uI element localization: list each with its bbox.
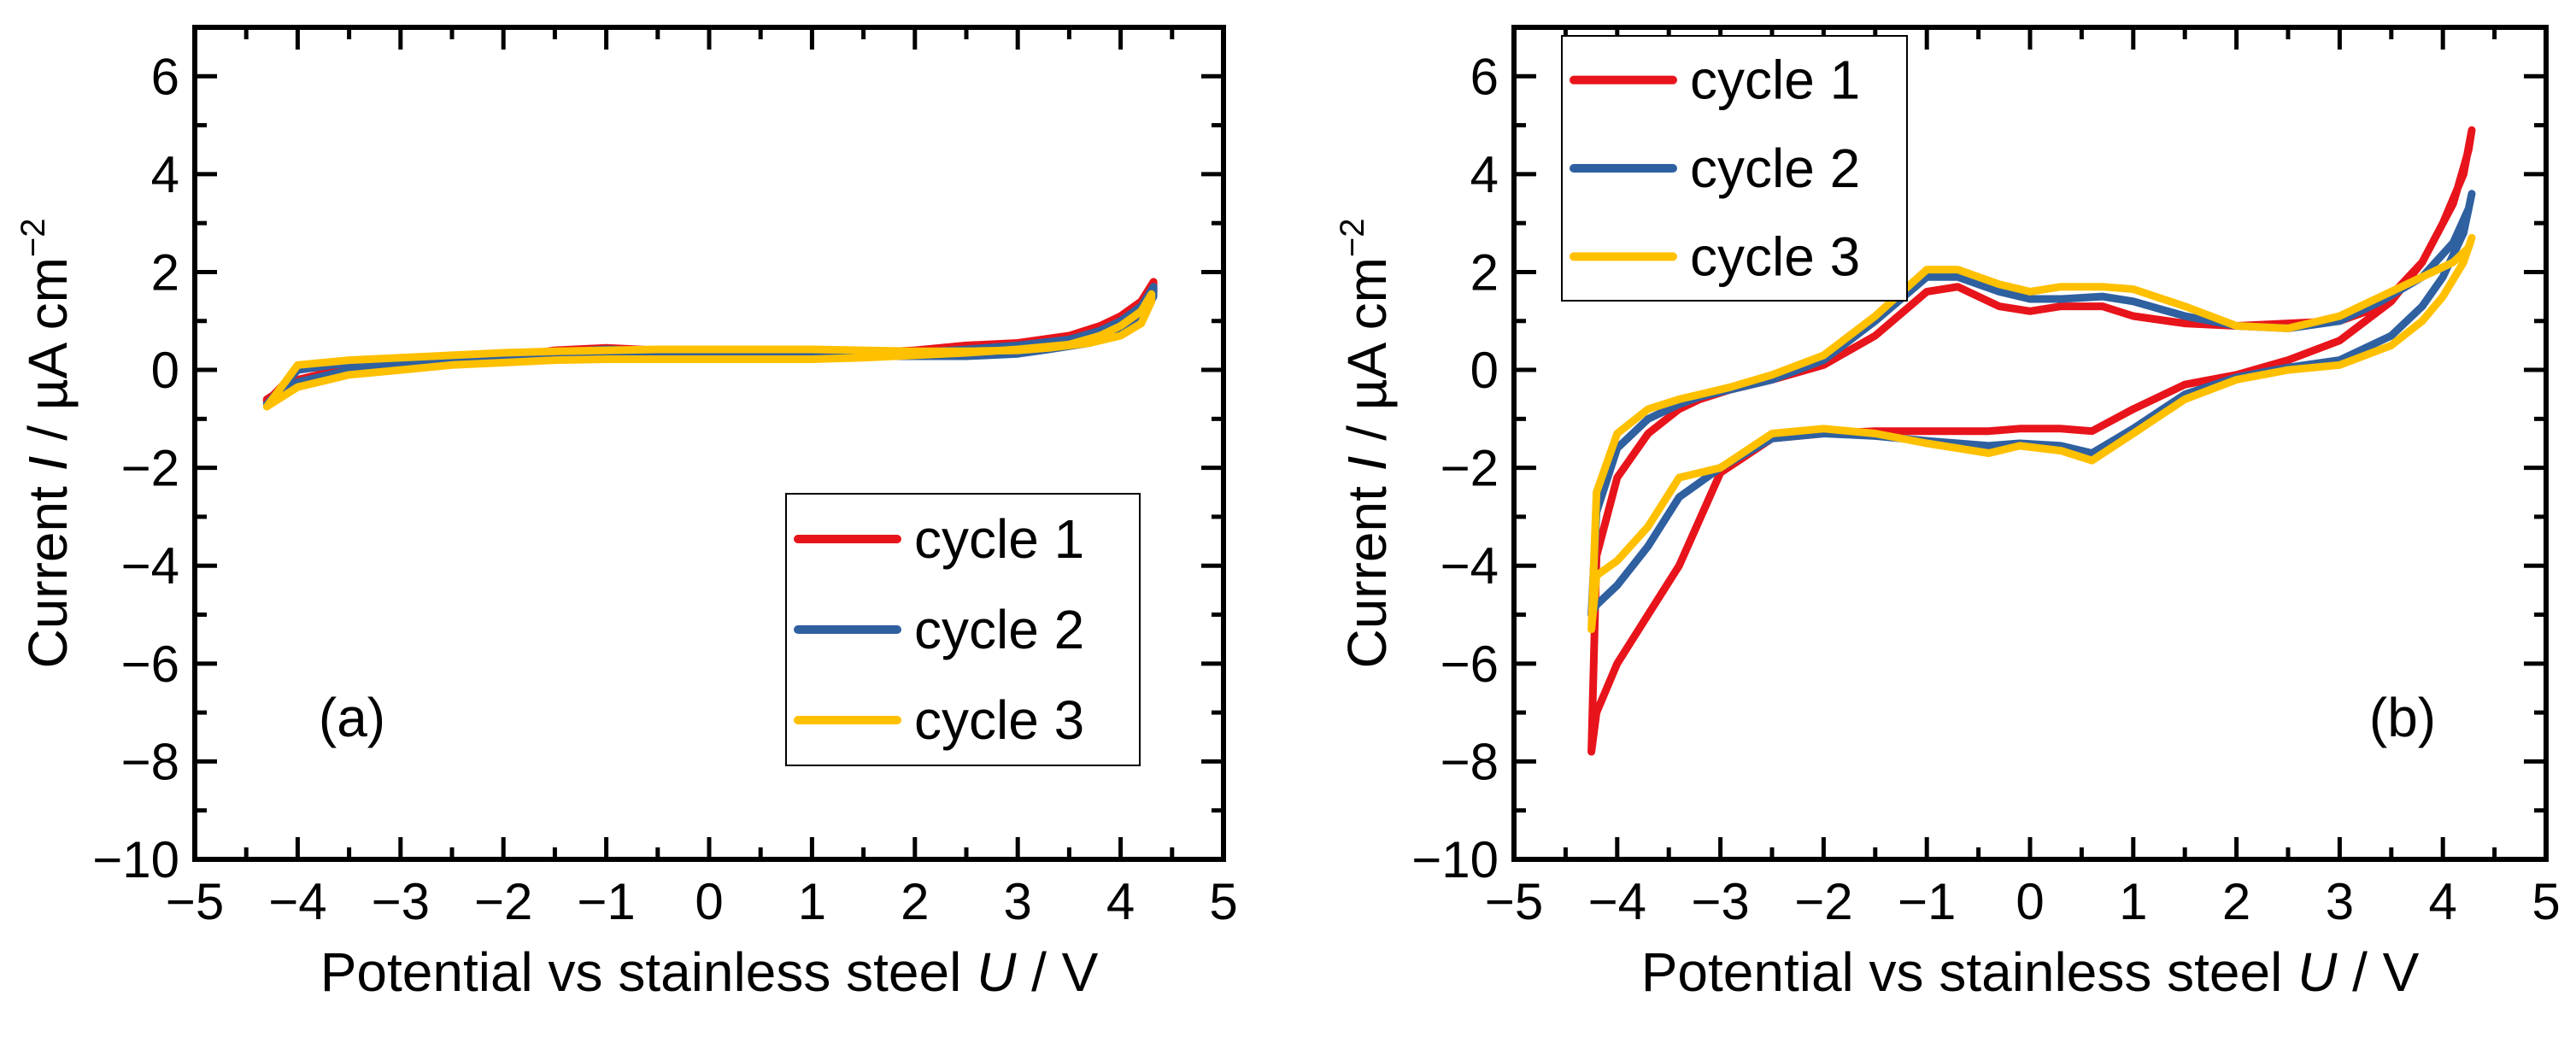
series-group: [1587, 126, 2476, 756]
x-axis-label-unit: / V: [2337, 941, 2419, 1003]
y-tick-label: −8: [121, 733, 179, 790]
x-tick-label: −3: [372, 873, 430, 930]
x-tick-label: −1: [1898, 873, 1956, 930]
y-axis-label-exponent: −2: [15, 218, 52, 257]
y-tick-label: 4: [151, 146, 179, 203]
legend-label: cycle 2: [914, 599, 1084, 660]
x-axis: −5 −4 −3 −2 −1 0 1 2 3 4 5: [1485, 27, 2561, 930]
x-axis-label-var: U: [977, 941, 1017, 1003]
y-tick-label: −8: [1441, 733, 1499, 790]
y-tick-label: −6: [1441, 636, 1499, 693]
legend-label: cycle 2: [1690, 138, 1860, 199]
y-tick-label: −6: [121, 636, 179, 693]
y-axis-label-var: I: [17, 455, 79, 471]
y-tick-label: −2: [1441, 440, 1499, 497]
x-axis: −5 −4 −3 −2 −1 0 1 2 3 4 5: [166, 27, 1238, 930]
y-axis-label: Current I / µA cm−2: [15, 218, 79, 668]
x-tick-label: −1: [577, 873, 635, 930]
x-tick-label: −4: [268, 873, 326, 930]
x-tick-label: 5: [2532, 873, 2560, 930]
x-axis-label-text: Potential vs stainless steel: [1641, 941, 2297, 1003]
chart-panel-a: −5 −4 −3 −2 −1 0 1 2 3 4 5−10−8−6−4−20246Potential…: [15, 25, 1238, 1003]
legend: cycle 1 cycle 2 cycle 3: [1561, 35, 1908, 302]
x-tick-label: −2: [1794, 873, 1852, 930]
y-tick-label: 6: [151, 48, 179, 105]
y-axis-label-exponent: −2: [1334, 218, 1371, 257]
y-tick-label: 4: [1470, 146, 1499, 203]
y-tick-label: −4: [121, 537, 179, 595]
y-axis-label-unit: / µA cm: [1336, 257, 1398, 455]
panel-label: (a): [319, 687, 385, 748]
x-tick-label: 1: [2119, 873, 2147, 930]
series-line-cycle-3: [262, 290, 1156, 411]
x-tick-label: 0: [2016, 873, 2044, 930]
series-line-cycle-1: [1587, 126, 2476, 756]
chart-panel-b: −5 −4 −3 −2 −1 0 1 2 3 4 5−10−8−6−4−20246Potential…: [1334, 25, 2561, 1003]
x-tick-label: 2: [2222, 873, 2250, 930]
y-tick-label: −10: [92, 831, 179, 888]
x-tick-label: 4: [1106, 873, 1135, 930]
x-tick-label: −2: [474, 873, 532, 930]
y-tick-label: 2: [151, 243, 179, 301]
x-axis-label: Potential vs stainless steel U / V: [1641, 941, 2420, 1003]
legend-label: cycle 1: [914, 508, 1084, 570]
y-tick-label: −10: [1411, 831, 1499, 888]
x-tick-label: −5: [1485, 873, 1543, 930]
x-axis-label: Potential vs stainless steel U / V: [320, 941, 1099, 1003]
series-line-cycle-3: [1587, 233, 2476, 634]
x-tick-label: 3: [1004, 873, 1032, 930]
series-group: [262, 278, 1158, 411]
x-axis-label-var: U: [2297, 941, 2338, 1003]
x-tick-label: 1: [798, 873, 826, 930]
x-tick-label: −3: [1691, 873, 1749, 930]
x-axis-label-unit: / V: [1016, 941, 1098, 1003]
panel-label: (b): [2369, 687, 2436, 748]
y-tick-label: −2: [121, 440, 179, 497]
x-tick-label: 5: [1209, 873, 1237, 930]
x-axis-label-text: Potential vs stainless steel: [320, 941, 977, 1003]
y-axis-label: Current I / µA cm−2: [1334, 218, 1398, 668]
x-tick-label: 0: [695, 873, 723, 930]
y-axis: −10 −8 −6 −4 −2 0 2 4 6: [1411, 25, 2546, 888]
legend: cycle 1 cycle 2 cycle 3: [785, 493, 1141, 766]
x-tick-label: 4: [2429, 873, 2457, 930]
y-axis-label-text: Current: [17, 471, 79, 668]
y-axis: −10 −8 −6 −4 −2 0 2 4 6: [92, 25, 1223, 888]
y-tick-label: −4: [1441, 537, 1499, 595]
legend-label: cycle 3: [1690, 226, 1860, 287]
x-tick-label: 3: [2326, 873, 2354, 930]
x-tick-label: 2: [901, 873, 929, 930]
legend-label: cycle 1: [1690, 50, 1860, 111]
y-axis-label-text: Current: [1336, 471, 1398, 668]
legend-label: cycle 3: [914, 689, 1084, 751]
y-tick-label: 2: [1470, 243, 1499, 301]
y-tick-label: 0: [151, 342, 179, 399]
y-axis-label-var: I: [1336, 455, 1398, 471]
x-tick-label: −5: [166, 873, 224, 930]
y-tick-label: 0: [1470, 342, 1499, 399]
x-tick-label: −4: [1588, 873, 1646, 930]
y-axis-label-unit: / µA cm: [17, 257, 79, 455]
y-tick-label: 6: [1470, 48, 1499, 105]
